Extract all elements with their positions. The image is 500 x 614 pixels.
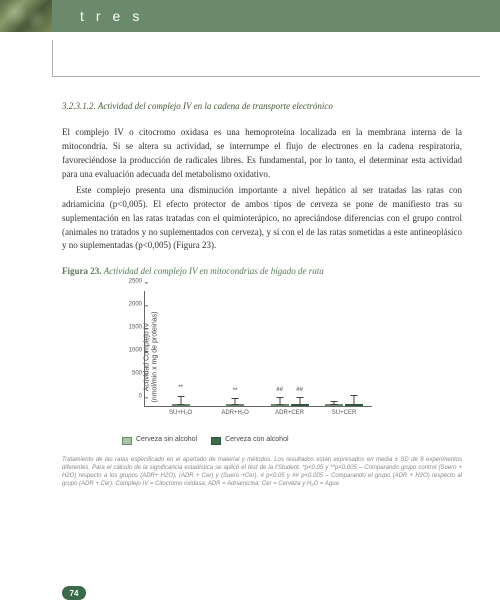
figure-number: Figura 23. bbox=[62, 266, 102, 276]
y-tick-label: 2000 bbox=[129, 300, 145, 309]
bar-chart: Actividad Complejo IV (nmol/min x mg de … bbox=[100, 287, 380, 427]
significance-marker: ## bbox=[296, 386, 303, 395]
x-tick-label: SU+H₂O bbox=[169, 409, 192, 418]
section-heading: 3.2.3.1.2. Actividad del complejo IV en … bbox=[62, 100, 462, 114]
page-content: 3.2.3.1.2. Actividad del complejo IV en … bbox=[62, 100, 462, 489]
legend-label: Cerveza con alcohol bbox=[225, 435, 288, 446]
bar-group: **ADR+H₂O bbox=[213, 404, 257, 406]
figure-caption: Figura 23. Actividad del complejo IV en … bbox=[62, 265, 462, 279]
divider-vertical bbox=[52, 40, 53, 76]
figure-title: Actividad del complejo IV en mitocondria… bbox=[104, 266, 324, 276]
error-bar bbox=[235, 398, 236, 405]
bar-group: ####ADR+CER bbox=[268, 404, 312, 406]
y-tick-label: 1500 bbox=[129, 323, 145, 332]
chart-bar: ## bbox=[291, 404, 309, 406]
plot-area: 05001000150020002500**SU+H₂O**ADR+H₂O###… bbox=[144, 291, 372, 407]
significance-marker: ## bbox=[276, 386, 283, 395]
chapter-tab: tres bbox=[52, 0, 500, 32]
error-bar bbox=[354, 395, 355, 406]
legend-swatch-icon bbox=[122, 437, 132, 445]
legend-swatch-icon bbox=[211, 437, 221, 445]
bar-group: SU+CER bbox=[322, 404, 366, 406]
y-tick-label: 1000 bbox=[129, 346, 145, 355]
figure-footnote: Tratamiento de las ratas especificado en… bbox=[62, 456, 462, 488]
x-tick-label: ADR+CER bbox=[275, 409, 304, 418]
legend-item: Cerveza con alcohol bbox=[211, 435, 288, 446]
legend-item: Cerveza sin alcohol bbox=[122, 435, 197, 446]
bar-group: **SU+H₂O bbox=[159, 404, 203, 406]
y-tick-label: 500 bbox=[132, 369, 145, 378]
banner-decorative-image bbox=[0, 0, 52, 32]
error-bar bbox=[180, 396, 181, 406]
significance-marker: ** bbox=[233, 387, 238, 396]
chart-legend: Cerveza sin alcohol Cerveza con alcohol bbox=[122, 435, 462, 446]
x-tick-label: SU+CER bbox=[332, 409, 357, 418]
chart-bar: ** bbox=[172, 404, 190, 406]
chart-bar bbox=[345, 404, 363, 406]
body-paragraph: El complejo IV o citocromo oxidasa es un… bbox=[62, 126, 462, 182]
y-tick-label: 0 bbox=[139, 392, 145, 401]
body-paragraph: Este complejo presenta una disminución i… bbox=[62, 184, 462, 254]
page-number-badge: 74 bbox=[62, 586, 86, 600]
chart-bar: ** bbox=[226, 404, 244, 406]
error-bar bbox=[334, 401, 335, 405]
x-tick-label: ADR+H₂O bbox=[221, 409, 249, 418]
error-bar bbox=[299, 397, 300, 405]
top-banner: tres bbox=[0, 0, 500, 40]
legend-label: Cerveza sin alcohol bbox=[136, 435, 197, 446]
divider-horizontal bbox=[52, 76, 480, 77]
chart-bar: ## bbox=[271, 404, 289, 406]
error-bar bbox=[279, 397, 280, 405]
chart-bar bbox=[325, 404, 343, 406]
y-tick-label: 2500 bbox=[129, 277, 145, 286]
significance-marker: ** bbox=[178, 384, 183, 393]
